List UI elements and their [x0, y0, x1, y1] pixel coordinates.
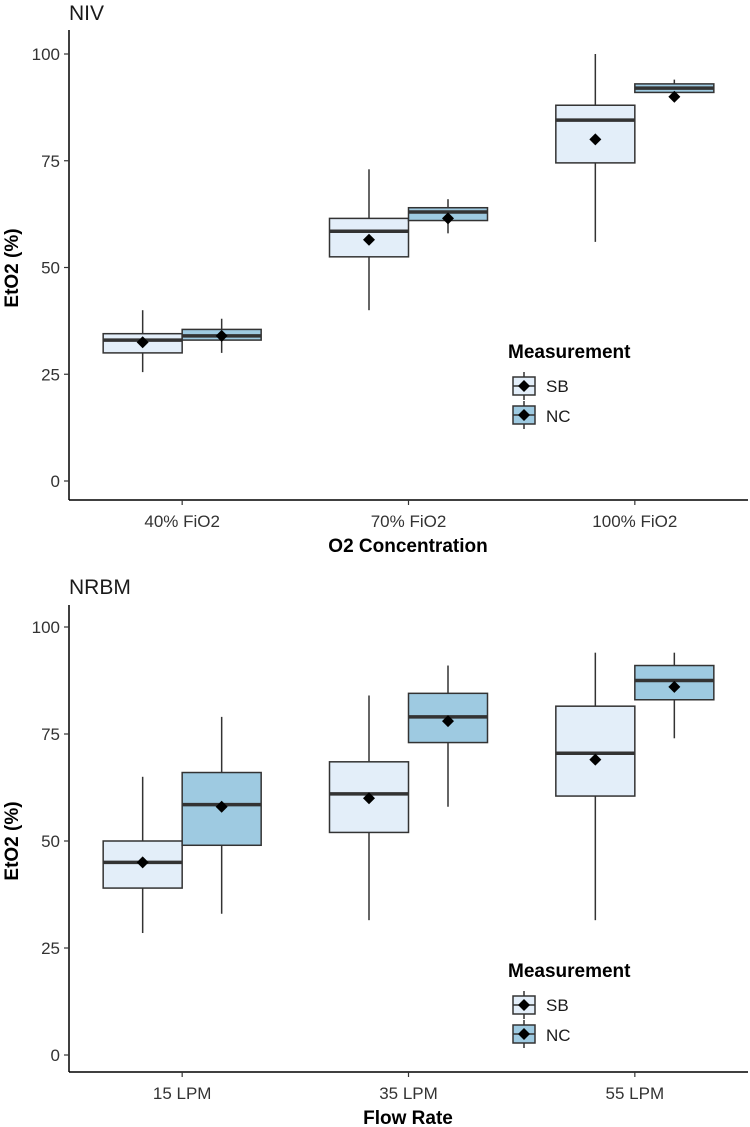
- y-tick-label: 75: [41, 725, 60, 744]
- niv-panel: NIV EtO2 (%) O2 Concentration 0 25 50 75 100…: [2, 2, 748, 557]
- box-body: [555, 104, 636, 164]
- x-axis-title: Flow Rate: [363, 1108, 453, 1127]
- panel-title: NIV: [69, 2, 104, 25]
- legend-mean-marker: [518, 999, 530, 1011]
- x-tick-label: 55 LPM: [606, 1084, 665, 1103]
- mean-marker: [136, 856, 149, 869]
- mean-marker: [215, 800, 228, 813]
- box-nc-55-lpm: [634, 652, 715, 739]
- legend: Measurement SB NC: [508, 342, 631, 429]
- mean-marker: [442, 212, 454, 225]
- mean-marker: [363, 233, 375, 246]
- legend-mean-marker: [518, 380, 530, 392]
- y-tick-label: 50: [41, 259, 60, 278]
- legend-label-sb: SB: [546, 996, 569, 1015]
- box-sb-100-fio2: [555, 54, 636, 242]
- nrbm-panel: NRBM EtO2 (%) Flow Rate 0 25 50 75 100 15 LPM…: [2, 576, 748, 1127]
- legend-title: Measurement: [508, 961, 631, 982]
- mean-marker: [589, 133, 602, 146]
- legend-label-sb: SB: [546, 377, 569, 396]
- legend-item-sb: SB: [512, 991, 569, 1019]
- mean-marker: [215, 329, 228, 342]
- legend-mean-marker: [518, 1028, 530, 1040]
- box-body: [555, 705, 636, 797]
- legend-item-nc: NC: [512, 401, 571, 429]
- box-sb-70-fio2: [328, 169, 410, 311]
- box-body: [328, 761, 410, 834]
- box-nc-15-lpm: [181, 716, 262, 914]
- legend-label-nc: NC: [546, 407, 571, 426]
- legend-mean-marker: [518, 409, 530, 421]
- mean-marker: [363, 792, 375, 805]
- x-axis-title: O2 Concentration: [328, 536, 487, 557]
- box-nc-70-fio2: [407, 199, 489, 234]
- box-sb-55-lpm: [555, 652, 636, 921]
- legend: Measurement SB NC: [508, 961, 631, 1048]
- y-tick-label: 25: [41, 365, 60, 384]
- y-tick-label: 50: [41, 832, 60, 851]
- y-tick-label: 100: [32, 618, 60, 637]
- box-nc-100-fio2: [634, 79, 715, 103]
- plot-area: 0 25 50 75 100 40% FiO2 70% FiO2 100% FiO2: [32, 30, 748, 531]
- legend-label-nc: NC: [546, 1026, 571, 1045]
- box-sb-40-fio2: [102, 310, 183, 373]
- mean-marker: [668, 90, 681, 103]
- y-axis-title: EtO2 (%): [2, 228, 23, 307]
- y-tick-label: 100: [32, 45, 60, 64]
- mean-marker: [668, 680, 681, 693]
- y-tick-label: 75: [41, 152, 60, 171]
- mean-marker: [136, 336, 149, 349]
- y-tick-label: 0: [51, 472, 60, 491]
- x-tick-label: 15 LPM: [153, 1084, 212, 1103]
- box-sb-15-lpm: [102, 776, 183, 934]
- y-tick-label: 0: [51, 1046, 60, 1065]
- x-tick-label: 70% FiO2: [371, 512, 447, 531]
- mean-marker: [442, 715, 454, 728]
- mean-marker: [589, 753, 602, 766]
- box-sb-35-lpm: [328, 695, 410, 921]
- x-tick-label: 35 LPM: [379, 1084, 438, 1103]
- box-nc-35-lpm: [407, 665, 489, 807]
- panel-title: NRBM: [69, 576, 131, 599]
- x-tick-label: 100% FiO2: [592, 512, 677, 531]
- y-tick-label: 25: [41, 939, 60, 958]
- x-tick-label: 40% FiO2: [144, 512, 220, 531]
- legend-title: Measurement: [508, 342, 631, 363]
- legend-item-sb: SB: [512, 372, 569, 400]
- y-axis-title: EtO2 (%): [2, 801, 23, 880]
- box-nc-40-fio2: [181, 318, 262, 353]
- plot-area: 0 25 50 75 100 15 LPM 35 LPM 55 LPM: [32, 605, 748, 1103]
- legend-item-nc: NC: [512, 1020, 571, 1048]
